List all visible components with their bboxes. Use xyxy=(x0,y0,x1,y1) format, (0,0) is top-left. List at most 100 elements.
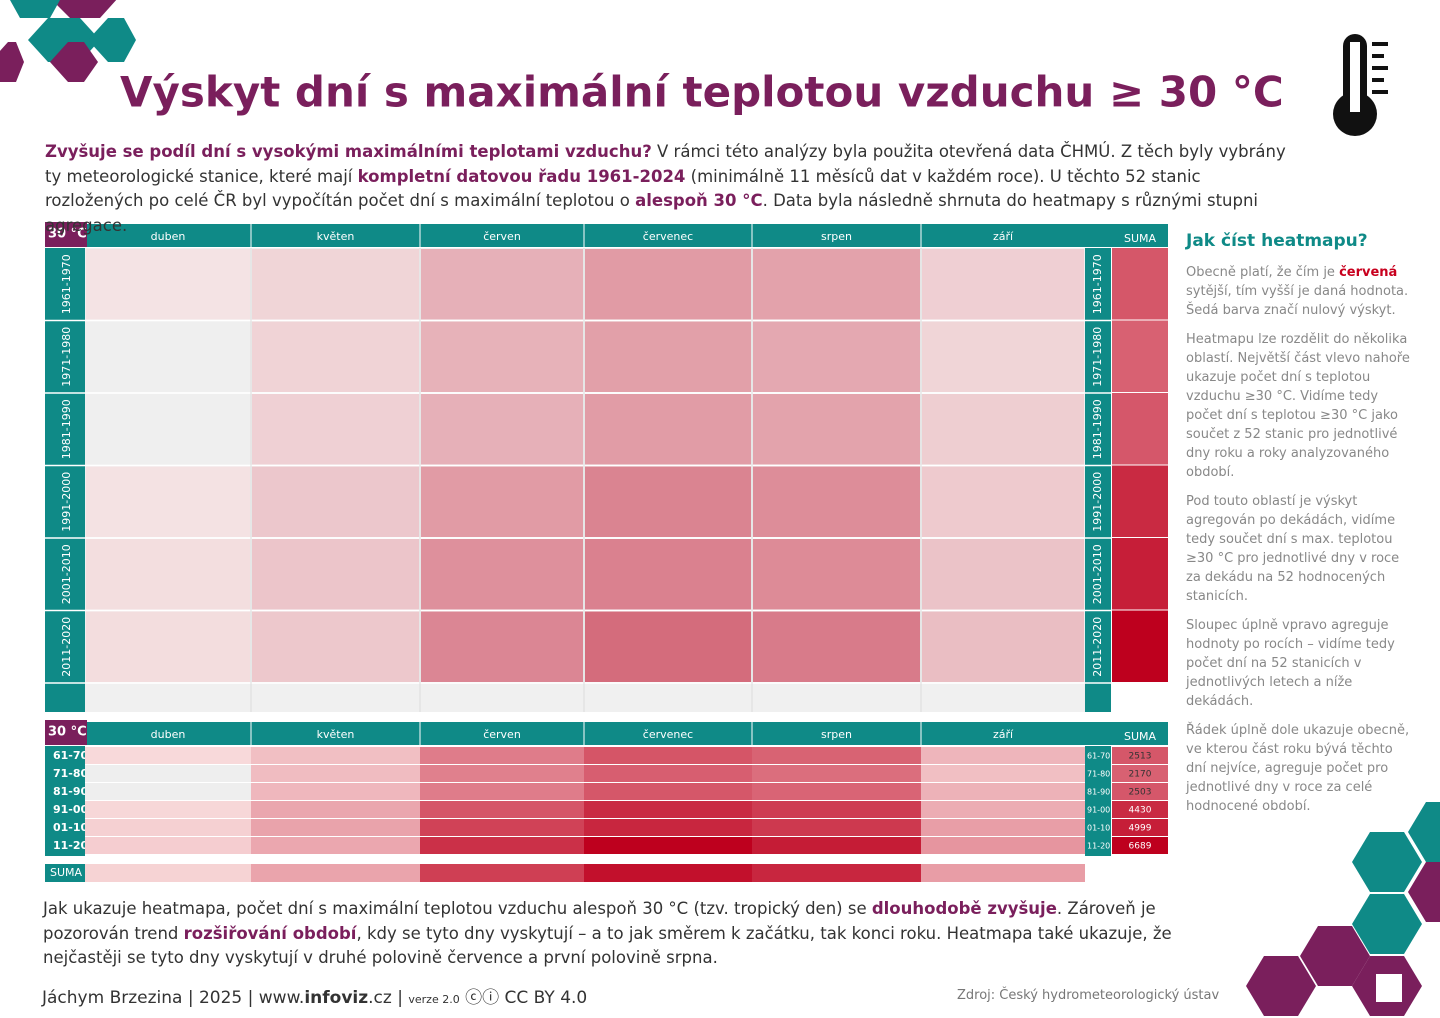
decade-label: 1971-1980 xyxy=(60,327,73,387)
cell xyxy=(421,611,583,682)
sum-row-band xyxy=(45,864,87,882)
hex xyxy=(1300,926,1370,986)
hex xyxy=(1352,832,1422,892)
cell xyxy=(922,611,1084,682)
footer: Jáchym Brzezina | 2025 | www.infoviz.cz … xyxy=(42,983,587,1008)
decade-label: 1981-1990 xyxy=(1091,399,1104,459)
sidebar: Jak číst heatmapu? Obecně platí, že čím j… xyxy=(1186,232,1411,826)
total-cell xyxy=(1112,747,1168,764)
cell xyxy=(85,837,251,854)
total-cell xyxy=(1112,783,1168,800)
cell xyxy=(252,394,419,465)
sum-row-label: SUMA xyxy=(50,866,83,879)
decade-label: 1971-1980 xyxy=(1091,327,1104,387)
total-cell xyxy=(1112,819,1168,836)
cell xyxy=(584,819,752,836)
emphasis: červená xyxy=(1339,265,1398,280)
cell xyxy=(86,466,250,537)
cell xyxy=(251,783,420,800)
decade-label: 1991-2000 xyxy=(1091,472,1104,532)
month-label: srpen xyxy=(821,728,852,741)
cell xyxy=(753,611,920,682)
paragraph: Heatmapu lze rozdělit do několika oblast… xyxy=(1186,330,1411,482)
cell xyxy=(585,611,751,682)
cell xyxy=(420,765,584,782)
paragraph: Sloupec úplně vpravo agreguje hodnoty po… xyxy=(1186,616,1411,711)
cell xyxy=(921,747,1085,764)
cell xyxy=(421,321,583,392)
cell xyxy=(922,321,1084,392)
sum-row-cell xyxy=(921,864,1085,882)
cell xyxy=(251,837,420,854)
cell xyxy=(753,249,920,320)
right-band xyxy=(1085,248,1111,712)
cell xyxy=(585,249,751,320)
text: Heatmapu lze rozdělit do několika oblast… xyxy=(1186,332,1410,480)
emphasis: alespoň 30 °C xyxy=(635,191,763,210)
total-label: 2170 xyxy=(1129,770,1152,780)
decade-sum-cell xyxy=(1112,320,1168,392)
cell xyxy=(420,801,584,818)
cell xyxy=(585,321,751,392)
cell xyxy=(584,765,752,782)
hex xyxy=(52,0,117,18)
cell xyxy=(922,249,1084,320)
hex xyxy=(0,42,24,82)
decade-label: 2011-2020 xyxy=(60,617,73,677)
author: Jáchym Brzezina | 2025 | www. xyxy=(42,988,305,1008)
corner-label: 30 °C xyxy=(48,725,87,740)
info-icon xyxy=(1376,974,1402,1002)
month-label: červenec xyxy=(643,728,693,741)
cell xyxy=(921,819,1085,836)
cell xyxy=(421,466,583,537)
intro: Zvyšuje se podíl dní s vysokými maximáln… xyxy=(45,140,1295,238)
row-band xyxy=(45,746,85,856)
total-label: 2503 xyxy=(1129,788,1152,798)
cell xyxy=(922,466,1084,537)
cell xyxy=(421,539,583,610)
sum-row-cell xyxy=(420,864,584,882)
row-label: 71-80 xyxy=(53,767,89,780)
hex xyxy=(1246,956,1316,1016)
cell xyxy=(753,466,920,537)
cell xyxy=(85,801,251,818)
total-cell xyxy=(1112,765,1168,782)
cell xyxy=(922,539,1084,610)
decade-label: 2011-2020 xyxy=(1091,617,1104,677)
cell xyxy=(86,611,250,682)
month-label: květen xyxy=(317,728,355,741)
decade-label: 2001-2010 xyxy=(60,544,73,604)
cell xyxy=(421,394,583,465)
cell xyxy=(921,837,1085,854)
paragraph: Obecně platí, že čím je červená sytější,… xyxy=(1186,263,1411,320)
sidebar-heading: Jak číst heatmapu? xyxy=(1186,231,1368,251)
conclusion: Jak ukazuje heatmapa, počet dní s maximá… xyxy=(43,897,1193,971)
cell xyxy=(85,765,251,782)
cell xyxy=(584,837,752,854)
cell xyxy=(752,837,921,854)
hex xyxy=(1408,862,1440,922)
sum-row-cell xyxy=(584,864,752,882)
hex xyxy=(50,42,98,82)
cell xyxy=(585,394,751,465)
month-label: duben xyxy=(151,230,186,243)
month-label: červen xyxy=(483,728,521,741)
cell xyxy=(86,321,250,392)
cell xyxy=(251,819,420,836)
cell xyxy=(251,765,420,782)
cell xyxy=(584,747,752,764)
cell xyxy=(585,466,751,537)
sum-label: SUMA xyxy=(1124,232,1157,245)
domain: .cz | xyxy=(368,988,403,1008)
month-label: září xyxy=(993,230,1014,243)
cell xyxy=(753,394,920,465)
row-label: 81-90 xyxy=(53,785,89,798)
license: CC BY 4.0 xyxy=(504,988,588,1008)
decade-label: 1991-2000 xyxy=(60,472,73,532)
hex xyxy=(10,0,60,18)
cell xyxy=(420,783,584,800)
decade-sum-cell xyxy=(1112,393,1168,465)
month-label: duben xyxy=(151,728,186,741)
